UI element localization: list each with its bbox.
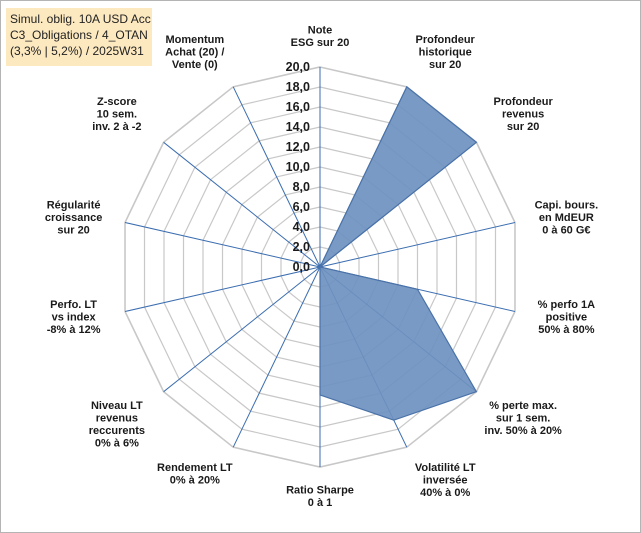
axis-label-line: Profondeur [493,96,553,108]
axis-label-line: reccurents [89,425,145,437]
tick-label: 16,0 [286,100,310,114]
axis-label-line: Perfo. LT [50,299,97,311]
radial-tick-labels: 0,0 2,0 4,0 6,0 8,0 10,0 12,0 14,0 16,0 18,0 20,0 [286,60,310,274]
axis-label-line: Note [308,24,332,36]
axis-label-line: sur 20 [429,59,461,71]
axis-label: Rendement LT 0% à 20% [157,462,233,487]
axis-label-line: Vente (0) [172,59,218,71]
axis-label-line: historique [419,47,472,59]
axis-label-line: inv. 50% à 20% [484,425,562,437]
tick-label: 4,0 [293,220,310,234]
axis-label-line: revenus [502,109,544,121]
axis-label-line: croissance [45,212,102,224]
axis-label: Régularité croissance sur 20 [45,199,102,236]
axis-label-line: Profondeur [416,34,476,46]
axis-label: Profondeur historique sur 20 [416,34,476,71]
axis-label-line: 40% à 0% [420,487,470,499]
axis-label: Momentum Achat (20) / Vente (0) [165,34,224,71]
axis-label-line: 0 à 1 [308,497,332,509]
tick-label: 12,0 [286,140,310,154]
axis-label-line: ESG sur 20 [291,37,350,49]
axis-label-line: 10 sem. [97,109,137,121]
axis-label: % perfo 1A positive 50% à 80% [538,299,596,336]
axis-spoke [163,141,321,268]
axis-label-line: sur 1 sem. [496,412,550,424]
axis-label-line: positive [546,312,588,324]
axis-spoke [163,266,321,393]
axis-spoke [232,266,321,448]
axis-labels: Note ESG sur 20 Profondeur historique sur 20… [45,24,598,508]
axis-label: Ratio Sharpe 0 à 1 [286,484,354,509]
axis-label-line: Niveau LT [91,400,143,412]
axis-label: % perte max. sur 1 sem. inv. 50% à 20% [484,400,562,437]
title-line-2: C3_Obligations / 4_OTAN [10,28,148,42]
axis-label-line: 0% à 20% [170,475,220,487]
axis-label-line: 0 à 60 G€ [542,224,590,236]
axis-label-line: -8% à 12% [47,324,101,336]
tick-label: 20,0 [286,60,310,74]
axis-spoke [124,222,321,268]
axis-label: Volatilité LT inversée 40% à 0% [415,462,476,499]
title-line-1: Simul. oblig. 10A USD Acc [10,12,151,26]
axis-spoke [232,86,321,268]
axis-label-line: en MdEUR [539,212,594,224]
axis-label-line: sur 20 [507,121,539,133]
axis-label: Niveau LT revenus reccurents 0% à 6% [89,400,145,450]
axis-label-line: Rendement LT [157,462,233,474]
axis-label-line: Momentum [165,34,224,46]
axis-label-line: inv. 2 à -2 [92,121,141,133]
tick-label: 14,0 [286,120,310,134]
axis-spoke [319,222,516,268]
axis-label: Z-score 10 sem. inv. 2 à -2 [92,96,141,133]
axis-label-line: Capi. bours. [535,199,599,211]
axis-label: Profondeur revenus sur 20 [493,96,553,133]
axis-label-line: revenus [96,412,138,424]
tick-label: 6,0 [293,200,310,214]
tick-label: 8,0 [293,180,310,194]
axis-label-line: % perte max. [489,400,557,412]
title-line-3: (3,3% | 5,2%) / 2025W31 [10,44,144,58]
axis-label-line: sur 20 [57,224,89,236]
axis-label-line: Régularité [47,199,101,211]
axis-label-line: inversée [423,475,468,487]
tick-label: 0,0 [293,260,310,274]
tick-label: 2,0 [293,240,310,254]
tick-label: 18,0 [286,80,310,94]
axis-label-line: Volatilité LT [415,462,476,474]
radar-series [318,85,478,421]
axis-label-line: 0% à 6% [95,437,139,449]
axis-label-line: Achat (20) / [165,47,224,59]
axis-label-line: Z-score [97,96,137,108]
axis-label: Capi. bours. en MdEUR 0 à 60 G€ [535,199,599,236]
axis-label-line: 50% à 80% [538,324,594,336]
axis-label-line: vs index [52,312,97,324]
axis-spoke [124,266,321,312]
axis-label-line: Ratio Sharpe [286,484,354,496]
axis-label: Note ESG sur 20 [291,24,350,49]
axis-label: Perfo. LT vs index -8% à 12% [47,299,101,336]
title-box: Simul. oblig. 10A USD Acc C3_Obligations… [6,8,152,66]
tick-label: 10,0 [286,160,310,174]
axis-label-line: % perfo 1A [538,299,596,311]
